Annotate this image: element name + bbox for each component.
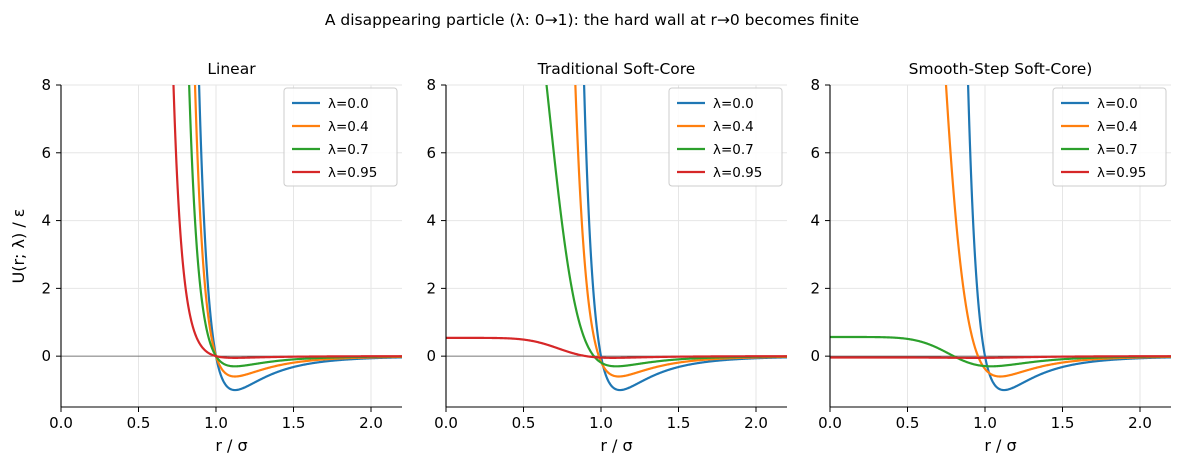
- y-tick-label: 4: [426, 212, 436, 230]
- y-tick-label: 0: [41, 347, 51, 365]
- legend-entry: λ=0.4: [713, 119, 754, 135]
- legend-entry: λ=0.0: [328, 96, 369, 112]
- y-tick-label: 2: [426, 279, 436, 297]
- y-tick-label: 4: [810, 212, 820, 230]
- series-line-lambda-0_4: [944, 85, 1171, 378]
- legend-entry: λ=0.7: [1097, 142, 1138, 158]
- x-tick-label: 0.0: [49, 414, 73, 432]
- x-tick-label: 0.0: [818, 414, 842, 432]
- series-group: [446, 85, 787, 392]
- panel-title: Traditional Soft-Core: [537, 60, 696, 78]
- legend: λ=0.0 λ=0.4 λ=0.7 λ=0.95: [1052, 87, 1167, 187]
- series-line-lambda-0_7: [830, 335, 1171, 368]
- x-tick-label: 2.0: [1128, 414, 1152, 432]
- x-axis-label: r / σ: [984, 436, 1016, 455]
- legend-frame: [283, 87, 398, 187]
- series-line-lambda-0_4: [574, 85, 787, 378]
- figure-suptitle: A disappearing particle (λ: 0→1): the ha…: [325, 11, 859, 29]
- series-group: [830, 85, 1171, 392]
- series-line-lambda-0_4: [193, 85, 402, 378]
- x-tick-label: 2.0: [359, 414, 383, 432]
- series-line-lambda-0_95: [172, 85, 402, 359]
- x-tick-label: 1.0: [973, 414, 997, 432]
- series-line-lambda-0_95: [830, 355, 1171, 359]
- y-axis-label: U(r; λ) / ε: [9, 209, 28, 284]
- x-tick-label: 0.5: [127, 414, 151, 432]
- legend-entry: λ=0.95: [1097, 165, 1146, 181]
- y-tick-label: 2: [41, 279, 51, 297]
- legend-entry: λ=0.7: [328, 142, 369, 158]
- x-tick-label: 1.5: [282, 414, 306, 432]
- legend-entry: λ=0.0: [1097, 96, 1138, 112]
- x-axis-label: r / σ: [215, 436, 247, 455]
- y-tick-label: 0: [810, 347, 820, 365]
- series-group: [172, 85, 402, 392]
- y-tick-label: 6: [41, 144, 51, 162]
- x-axis-label: r / σ: [600, 436, 632, 455]
- y-tick-label: 6: [426, 144, 436, 162]
- x-tick-label: 1.5: [1051, 414, 1075, 432]
- x-tick-label: 1.5: [667, 414, 691, 432]
- legend-entry: λ=0.4: [1097, 119, 1138, 135]
- y-tick-label: 8: [810, 76, 820, 94]
- y-tick-label: 8: [41, 76, 51, 94]
- y-tick-label: 8: [426, 76, 436, 94]
- legend: λ=0.0 λ=0.4 λ=0.7 λ=0.95: [283, 87, 398, 187]
- panel-2: 0.0 0.5 1.0 1.5 2.0 0 2 4 6 8 Traditional Soft-Cor…: [426, 60, 787, 455]
- legend: λ=0.0 λ=0.4 λ=0.7 λ=0.95: [668, 87, 783, 187]
- legend-frame: [1052, 87, 1167, 187]
- legend-entry: λ=0.0: [713, 96, 754, 112]
- series-line-lambda-0: [966, 85, 1171, 392]
- x-tick-label: 1.0: [204, 414, 228, 432]
- panel-title: Linear: [207, 60, 256, 78]
- series-line-lambda-0_95: [446, 336, 787, 359]
- legend-entry: λ=0.95: [328, 165, 377, 181]
- series-line-lambda-0: [197, 85, 402, 392]
- x-tick-label: 0.5: [512, 414, 536, 432]
- x-tick-label: 0.0: [434, 414, 458, 432]
- series-line-lambda-0: [582, 85, 787, 392]
- legend-frame: [668, 87, 783, 187]
- x-tick-label: 1.0: [589, 414, 613, 432]
- x-tick-label: 2.0: [744, 414, 768, 432]
- panel-title: Smooth-Step Soft-Core): [909, 60, 1093, 78]
- panel-3: 0.0 0.5 1.0 1.5 2.0 0 2 4 6 8 Smooth-Step Soft-Cor…: [810, 60, 1171, 455]
- x-tick-label: 0.5: [896, 414, 920, 432]
- legend-entry: λ=0.95: [713, 165, 762, 181]
- y-tick-label: 0: [426, 347, 436, 365]
- legend-entry: λ=0.4: [328, 119, 369, 135]
- legend-entry: λ=0.7: [713, 142, 754, 158]
- y-tick-label: 2: [810, 279, 820, 297]
- y-tick-label: 4: [41, 212, 51, 230]
- y-tick-label: 6: [810, 144, 820, 162]
